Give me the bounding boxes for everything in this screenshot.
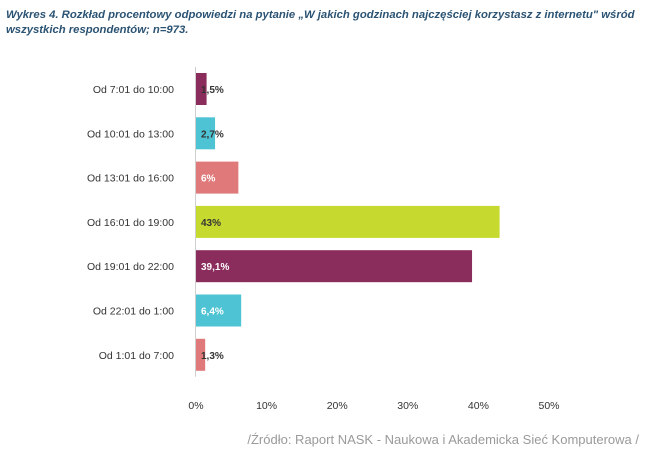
category-label: Od 16:01 do 19:00 xyxy=(87,217,174,229)
x-tick-label: 50% xyxy=(538,400,559,412)
category-label: Od 22:01 do 1:00 xyxy=(93,306,174,318)
bar-chart: Od 7:01 do 10:00 Od 10:01 do 13:00 Od 13:0… xyxy=(87,67,560,412)
value-label: 1,3% xyxy=(201,351,224,362)
x-tick-label: 40% xyxy=(468,400,489,412)
x-tick-label: 30% xyxy=(397,400,418,412)
bar xyxy=(196,117,216,150)
bar xyxy=(196,338,206,371)
value-label: 1,5% xyxy=(201,85,224,96)
chart-title: Wykres 4. Rozkład procentowy odpowiedzi … xyxy=(6,9,635,36)
value-label: 6% xyxy=(201,174,216,185)
value-label: 6,4% xyxy=(201,307,224,318)
category-label: Od 10:01 do 13:00 xyxy=(87,128,174,140)
bar xyxy=(196,250,473,283)
bar xyxy=(196,205,500,238)
bar xyxy=(196,294,242,327)
value-label: 2,7% xyxy=(201,129,224,140)
bar xyxy=(196,73,207,105)
category-label: Od 19:01 do 22:00 xyxy=(87,261,174,273)
value-labels: 1,5% 2,7% 6% 43% 39,1% 6,4% 1,3% xyxy=(201,85,229,362)
x-tick-label: 20% xyxy=(327,400,348,412)
bar xyxy=(196,161,239,194)
bars xyxy=(196,73,500,371)
source-note: /Źródło: Raport NASK - Naukowa i Akademi… xyxy=(247,432,639,447)
category-label: Od 13:01 do 16:00 xyxy=(87,173,174,185)
x-tick-label: 10% xyxy=(256,400,277,412)
category-label: Od 7:01 do 10:00 xyxy=(93,84,174,96)
category-label: Od 1:01 do 7:00 xyxy=(99,350,174,362)
x-tick-label: 0% xyxy=(188,400,203,412)
category-labels: Od 7:01 do 10:00 Od 10:01 do 13:00 Od 13:0… xyxy=(87,84,174,362)
value-label: 39,1% xyxy=(201,262,229,273)
x-tick-labels: 0% 10% 20% 30% 40% 50% xyxy=(188,400,559,412)
value-label: 43% xyxy=(201,218,221,229)
